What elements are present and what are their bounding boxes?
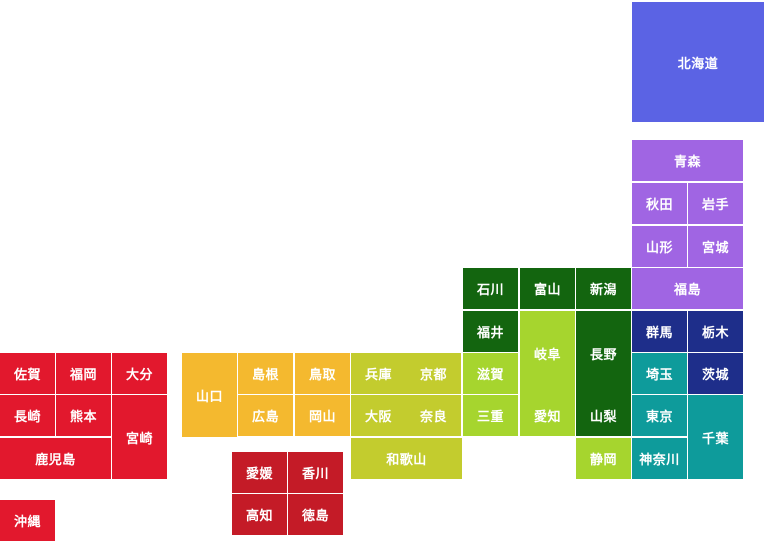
prefecture-nara[interactable]: 奈良 [406, 395, 461, 436]
prefecture-hokkaido[interactable]: 北海道 [632, 2, 764, 122]
prefecture-tokushima[interactable]: 徳島 [288, 494, 343, 535]
prefecture-hiroshima[interactable]: 広島 [238, 395, 293, 436]
prefecture-gunma[interactable]: 群馬 [632, 311, 687, 352]
prefecture-fukuoka[interactable]: 福岡 [56, 353, 111, 394]
prefecture-yamanashi[interactable]: 山梨 [576, 395, 631, 436]
prefecture-aichi[interactable]: 愛知 [520, 395, 575, 436]
prefecture-tottori[interactable]: 鳥取 [295, 353, 350, 394]
prefecture-gifu[interactable]: 岐阜 [520, 311, 575, 395]
prefecture-saga[interactable]: 佐賀 [0, 353, 55, 394]
prefecture-kochi[interactable]: 高知 [232, 494, 287, 535]
prefecture-oita[interactable]: 大分 [112, 353, 167, 394]
prefecture-kumamoto[interactable]: 熊本 [56, 395, 111, 436]
prefecture-tochigi[interactable]: 栃木 [688, 311, 743, 352]
prefecture-ishikawa[interactable]: 石川 [463, 268, 518, 309]
prefecture-shiga[interactable]: 滋賀 [463, 353, 518, 394]
prefecture-ibaraki[interactable]: 茨城 [688, 353, 743, 394]
prefecture-tokyo[interactable]: 東京 [632, 395, 687, 436]
prefecture-akita[interactable]: 秋田 [632, 183, 687, 224]
prefecture-kagoshima[interactable]: 鹿児島 [0, 438, 111, 479]
prefecture-shimane[interactable]: 島根 [238, 353, 293, 394]
prefecture-kyoto[interactable]: 京都 [406, 353, 461, 394]
prefecture-okinawa[interactable]: 沖縄 [0, 500, 55, 541]
prefecture-yamagata[interactable]: 山形 [632, 226, 687, 267]
prefecture-osaka[interactable]: 大阪 [351, 395, 406, 436]
prefecture-chiba[interactable]: 千葉 [688, 395, 743, 479]
prefecture-nagano[interactable]: 長野 [576, 311, 631, 395]
prefecture-fukui[interactable]: 福井 [463, 311, 518, 352]
prefecture-wakayama[interactable]: 和歌山 [351, 438, 462, 479]
prefecture-niigata[interactable]: 新潟 [576, 268, 631, 309]
prefecture-shizuoka[interactable]: 静岡 [576, 438, 631, 479]
prefecture-kagawa[interactable]: 香川 [288, 452, 343, 493]
prefecture-fukushima[interactable]: 福島 [632, 268, 743, 309]
prefecture-iwate[interactable]: 岩手 [688, 183, 743, 224]
prefecture-toyama[interactable]: 富山 [520, 268, 575, 309]
prefecture-okayama[interactable]: 岡山 [295, 395, 350, 436]
prefecture-hyogo[interactable]: 兵庫 [351, 353, 406, 394]
prefecture-miyagi[interactable]: 宮城 [688, 226, 743, 267]
prefecture-aomori[interactable]: 青森 [632, 140, 743, 181]
prefecture-saitama[interactable]: 埼玉 [632, 353, 687, 394]
prefecture-kanagawa[interactable]: 神奈川 [632, 438, 687, 479]
prefecture-yamaguchi[interactable]: 山口 [182, 353, 237, 437]
prefecture-nagasaki[interactable]: 長崎 [0, 395, 55, 436]
prefecture-mie[interactable]: 三重 [463, 395, 518, 436]
prefecture-ehime[interactable]: 愛媛 [232, 452, 287, 493]
prefecture-miyazaki[interactable]: 宮崎 [112, 395, 167, 479]
